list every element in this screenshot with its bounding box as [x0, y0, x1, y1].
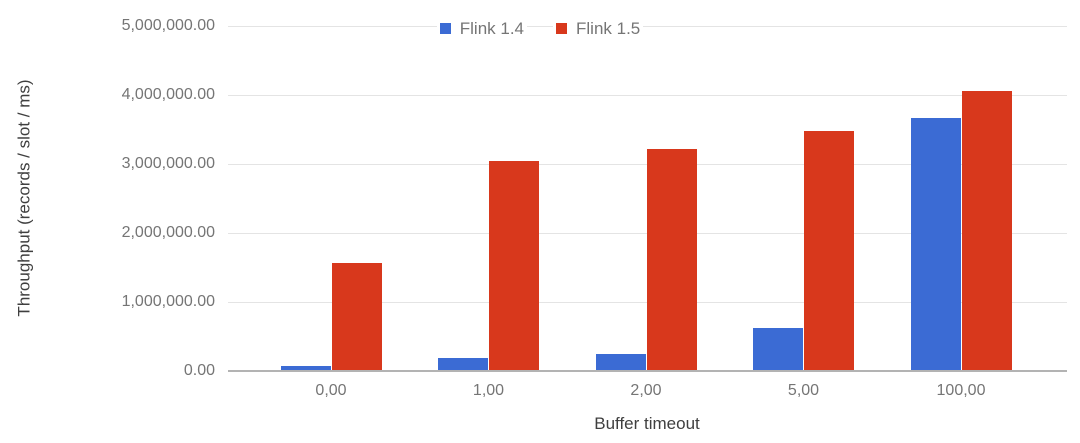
bar-flink-1-4-0-00	[280, 366, 331, 371]
bar-flink-1-5-2-00	[646, 149, 697, 371]
bar-flink-1-5-0-00	[331, 263, 382, 371]
y-axis-tick-label: 0.00	[183, 362, 215, 379]
y-axis-tick-label: 1,000,000.00	[121, 293, 215, 310]
x-axis-tick-label: 2,00	[630, 382, 662, 399]
x-axis-line	[228, 370, 1067, 372]
bar-flink-1-4-100-00	[910, 118, 961, 371]
y-axis-title: Throughput (records / slot / ms)	[14, 79, 34, 317]
legend-marker-icon	[439, 23, 451, 34]
gridline-5-000-000-00	[228, 25, 1067, 27]
y-axis-tick-label: 2,000,000.00	[121, 224, 215, 241]
legend-label: Flink 1.5	[576, 19, 641, 38]
x-axis-tick-label: 0,00	[315, 382, 347, 399]
legend-label: Flink 1.4	[459, 19, 524, 38]
bar-flink-1-5-1-00	[489, 161, 539, 371]
x-axis-tick-label: 100,00	[936, 382, 986, 399]
bar-flink-1-5-100-00	[961, 91, 1012, 371]
gridline-4-000-000-00	[228, 94, 1067, 96]
legend-item-flink-1-4: Flink 1.4	[436, 19, 527, 38]
y-axis-tick-label: 4,000,000.00	[121, 86, 215, 103]
y-axis-tick-label: 3,000,000.00	[121, 155, 215, 172]
chart-legend: Flink 1.4 Flink 1.5	[0, 20, 1080, 37]
y-axis-tick-label: 5,000,000.00	[121, 17, 215, 34]
bar-flink-1-4-5-00	[753, 328, 803, 371]
legend-marker-icon	[556, 23, 567, 34]
x-axis-tick-label: 1,00	[472, 382, 505, 399]
legend-item-flink-1-5: Flink 1.5	[553, 19, 644, 38]
bar-flink-1-4-2-00	[595, 354, 646, 371]
bar-flink-1-5-5-00	[804, 131, 854, 371]
x-axis-tick-label: 5,00	[787, 382, 820, 399]
bar-flink-1-4-1-00	[438, 358, 488, 371]
x-axis-title: Buffer timeout	[594, 414, 700, 433]
